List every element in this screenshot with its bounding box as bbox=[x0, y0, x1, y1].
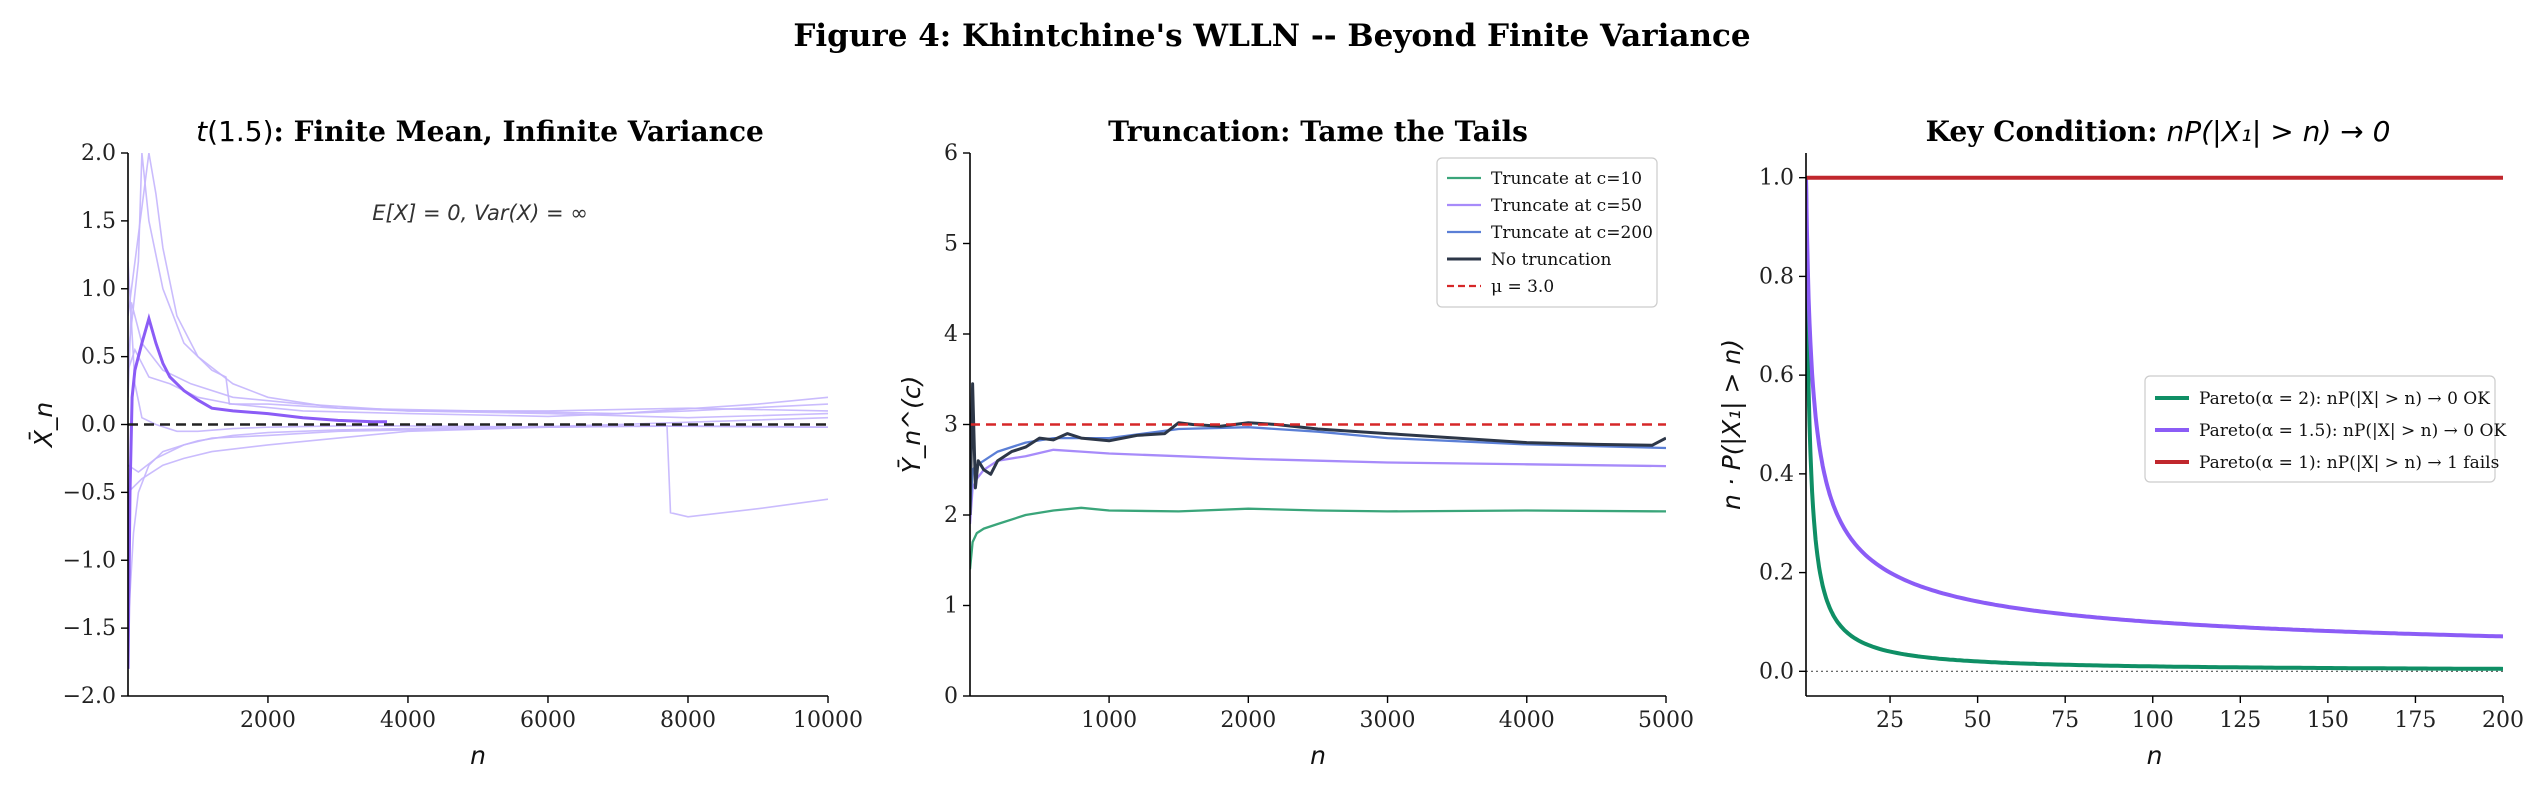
x-tick-label: 2000 bbox=[1220, 708, 1276, 733]
x-tick-label: 175 bbox=[2394, 708, 2436, 733]
y-tick-label: 0.0 bbox=[81, 413, 116, 438]
y-tick-label: −2.0 bbox=[63, 684, 116, 709]
y-axis-label: Ȳ_n^(c) bbox=[897, 376, 926, 474]
y-tick-label: 1.5 bbox=[81, 209, 116, 234]
x-axis-label: n bbox=[1310, 741, 1326, 770]
legend-label-pareto1: Pareto(α = 1): nP(|X| > n) → 1 fails bbox=[2199, 453, 2499, 473]
y-tick-label: 0 bbox=[944, 684, 958, 709]
series-pareto15 bbox=[1806, 177, 2503, 639]
panel-truncation: Truncation: Tame the Tails Ȳ_n^(c) n 0 1 2… bbox=[897, 115, 1694, 770]
plot-area bbox=[1806, 175, 2503, 672]
x-axis-label: n bbox=[2147, 741, 2163, 770]
x-tick-label: 8000 bbox=[660, 708, 716, 733]
x-tick-label: 10000 bbox=[793, 708, 863, 733]
x-tick-label: 6000 bbox=[520, 708, 576, 733]
sample-path bbox=[128, 153, 828, 415]
legend-label-mu: μ = 3.0 bbox=[1491, 277, 1554, 297]
xlabel-n: n bbox=[2147, 741, 2163, 770]
y-tick-label: 2 bbox=[944, 503, 958, 528]
legend: Pareto(α = 2): nP(|X| > n) → 0 OK Pareto(… bbox=[2144, 375, 2506, 483]
y-tick-label: −0.5 bbox=[63, 480, 116, 505]
figure-title: Figure 4: Khintchine's WLLN -- Beyond Fi… bbox=[793, 18, 1750, 54]
sample-path bbox=[128, 302, 828, 419]
y-tick-label: 0.5 bbox=[81, 345, 116, 370]
x-tick-label: 50 bbox=[1964, 708, 1992, 733]
x-axis-label: n bbox=[470, 741, 486, 770]
legend-label-c10: Truncate at c=10 bbox=[1491, 169, 1642, 189]
y-tick-label: −1.5 bbox=[63, 616, 116, 641]
x-tick-label: 100 bbox=[2132, 708, 2174, 733]
legend: Truncate at c=10 Truncate at c=50 Truncate… bbox=[1436, 157, 1658, 308]
series-c50 bbox=[970, 448, 1666, 525]
x-tick-label: 75 bbox=[2051, 708, 2079, 733]
sample-path bbox=[128, 425, 828, 518]
x-tick-label: 5000 bbox=[1638, 708, 1694, 733]
y-tick-label: 1.0 bbox=[1759, 166, 1794, 191]
y-tick-label: −1.0 bbox=[63, 548, 116, 573]
y-tick-label: 0.2 bbox=[1759, 561, 1794, 586]
ylabel-nP: n · P(|X₁| > n) bbox=[1717, 339, 1746, 510]
y-tick-label: 0.4 bbox=[1759, 462, 1794, 487]
panel-key-condition: Key Condition: nP(|X₁| > n) → 0 n · P(|X… bbox=[1717, 115, 2524, 770]
sample-path-highlight bbox=[128, 313, 387, 669]
series-c10 bbox=[970, 506, 1666, 570]
panel-title-t15: t(1.5): Finite Mean, Infinite Variance bbox=[196, 115, 764, 148]
y-axis-label: n · P(|X₁| > n) bbox=[1717, 339, 1746, 510]
ylabel-xbar: X̄_n bbox=[28, 402, 58, 449]
legend-box bbox=[1436, 157, 1658, 308]
y-tick-label: 1 bbox=[944, 594, 958, 619]
legend-box bbox=[2144, 375, 2496, 483]
xlabel-n: n bbox=[470, 741, 486, 770]
sample-path bbox=[128, 416, 828, 473]
x-tick-label: 125 bbox=[2219, 708, 2261, 733]
xlabel-n: n bbox=[1310, 741, 1326, 770]
y-tick-label: 4 bbox=[944, 322, 958, 347]
panel-title-truncation: Truncation: Tame the Tails bbox=[1108, 115, 1528, 148]
x-tick-label: 200 bbox=[2482, 708, 2524, 733]
series-notrunc bbox=[970, 382, 1666, 516]
series-pareto2 bbox=[1806, 177, 2503, 671]
sample-path bbox=[128, 425, 828, 629]
ylabel-ybar-c: Ȳ_n^(c) bbox=[897, 376, 926, 474]
x-tick-label: 4000 bbox=[380, 708, 436, 733]
x-tick-label: 2000 bbox=[240, 708, 296, 733]
plot-area bbox=[970, 382, 1666, 570]
plot-area bbox=[128, 153, 828, 669]
y-tick-label: 0.8 bbox=[1759, 264, 1794, 289]
y-tick-label: 5 bbox=[944, 232, 958, 257]
panel-title-key-condition: Key Condition: nP(|X₁| > n) → 0 bbox=[1926, 115, 2391, 148]
legend-label-pareto2: Pareto(α = 2): nP(|X| > n) → 0 OK bbox=[2199, 389, 2490, 409]
annotation-moments: E[X] = 0, Var(X) = ∞ bbox=[372, 201, 587, 225]
x-tick-label: 1000 bbox=[1081, 708, 1137, 733]
y-tick-label: 1.0 bbox=[81, 277, 116, 302]
y-tick-label: 0.6 bbox=[1759, 363, 1794, 388]
y-tick-label: 2.0 bbox=[81, 141, 116, 166]
legend-label-pareto15: Pareto(α = 1.5): nP(|X| > n) → 0 OK bbox=[2199, 421, 2506, 441]
y-axis-label: X̄_n bbox=[28, 402, 58, 449]
y-tick-label: 6 bbox=[944, 141, 958, 166]
legend-label-c200: Truncate at c=200 bbox=[1491, 223, 1653, 243]
legend-label-notrunc: No truncation bbox=[1491, 250, 1612, 270]
x-tick-label: 150 bbox=[2307, 708, 2349, 733]
panel-t15: t(1.5): Finite Mean, Infinite Variance X… bbox=[28, 115, 863, 770]
series-c200 bbox=[970, 426, 1666, 516]
legend-label-c50: Truncate at c=50 bbox=[1491, 196, 1642, 216]
y-tick-label: 0.0 bbox=[1759, 659, 1794, 684]
sample-path bbox=[128, 153, 828, 412]
x-tick-label: 3000 bbox=[1360, 708, 1416, 733]
y-tick-label: 3 bbox=[944, 413, 958, 438]
x-tick-label: 25 bbox=[1876, 708, 1904, 733]
x-tick-label: 4000 bbox=[1499, 708, 1555, 733]
